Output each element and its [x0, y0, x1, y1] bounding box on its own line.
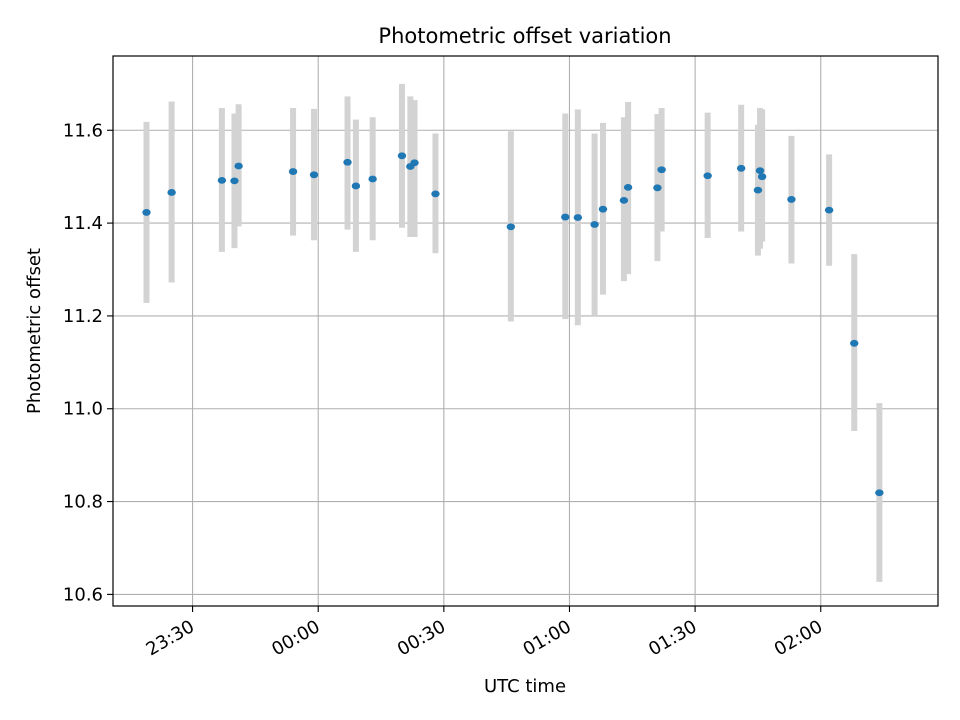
- y-tick-label: 10.6: [63, 584, 103, 605]
- plot-frame: [112, 55, 939, 607]
- data-point: [506, 223, 516, 231]
- data-point: [288, 168, 298, 175]
- data-point: [623, 183, 633, 191]
- data-points: [142, 152, 884, 497]
- data-point: [736, 164, 746, 172]
- data-point: [142, 209, 151, 216]
- data-point: [573, 214, 583, 221]
- data-point: [619, 196, 629, 204]
- data-point: [850, 339, 859, 347]
- data-point: [653, 184, 662, 192]
- data-point: [598, 205, 608, 213]
- data-point: [657, 166, 666, 174]
- data-point: [410, 159, 419, 167]
- y-tick-label: 11.4: [63, 213, 103, 234]
- data-point: [343, 158, 352, 166]
- y-tick-label: 10.8: [63, 492, 103, 513]
- data-point: [234, 162, 243, 170]
- data-point: [351, 182, 361, 190]
- data-point: [875, 489, 884, 497]
- data-point: [217, 176, 227, 184]
- y-axis-ticks: 10.6 10.8 11.0 11.2 11.4 11.6: [63, 120, 113, 605]
- data-point: [703, 172, 712, 180]
- data-point: [230, 177, 239, 185]
- data-point: [787, 196, 796, 203]
- y-tick-label: 11.6: [63, 120, 103, 141]
- data-point: [590, 221, 599, 228]
- grid: [113, 56, 938, 606]
- y-tick-label: 11.2: [63, 306, 103, 327]
- data-point: [824, 206, 834, 214]
- data-point: [561, 213, 570, 221]
- data-point: [167, 189, 176, 196]
- chart-title: Photometric offset variation: [378, 24, 671, 48]
- y-axis-label: Photometric offset: [24, 248, 45, 414]
- data-point: [309, 171, 319, 179]
- y-tick-label: 11.0: [63, 399, 103, 420]
- data-point: [755, 167, 765, 175]
- plot-area: [113, 56, 938, 606]
- data-point: [397, 152, 407, 160]
- data-point: [757, 173, 767, 181]
- data-point: [368, 175, 377, 183]
- data-point: [753, 186, 763, 194]
- x-axis-label: UTC time: [484, 676, 566, 697]
- data-point: [431, 190, 440, 198]
